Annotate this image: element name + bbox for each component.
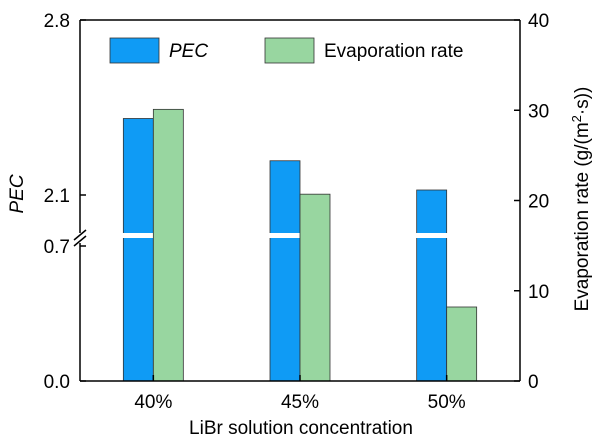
left-tick-label: 0.7 xyxy=(44,237,70,258)
bar-pec-50 xyxy=(416,189,448,382)
right-tick-label: 30 xyxy=(528,101,549,122)
right-axis-ticks: 0 10 20 30 40 xyxy=(514,11,549,393)
left-tick-label: 2.8 xyxy=(44,11,70,32)
right-tick-label: 10 xyxy=(528,282,549,303)
axis-break-mark xyxy=(73,229,87,241)
right-axis-title-tail: ·s)) xyxy=(572,87,593,115)
legend-swatch-pec xyxy=(109,37,160,64)
bar-evaporation-rate-50 xyxy=(446,306,478,382)
bar-pec-40 xyxy=(122,118,154,382)
x-axis-title: LiBr solution concentration xyxy=(189,418,413,439)
right-tick-label: 20 xyxy=(528,192,549,213)
left-tick-label: 2.1 xyxy=(44,186,70,207)
left-tick-label: 0.0 xyxy=(44,372,70,393)
legend-label-evaporation-rate: Evaporation rate xyxy=(324,41,463,62)
right-axis-title: Evaporation rate (g/(m2·s)) xyxy=(569,87,593,312)
right-tick-label: 40 xyxy=(528,11,549,32)
x-tick-label: 50% xyxy=(428,392,466,413)
bar-pec-45 xyxy=(269,160,301,382)
legend: PEC Evaporation rate xyxy=(109,37,463,64)
bar-break-gap xyxy=(122,233,155,238)
right-tick-label: 0 xyxy=(528,372,539,393)
legend-label-pec: PEC xyxy=(169,41,208,62)
bar-break-gap xyxy=(269,233,301,238)
bars-group xyxy=(122,108,478,382)
legend-swatch-evaporation-rate xyxy=(264,37,315,64)
x-axis-ticks: 40% 45% 50% xyxy=(134,375,466,413)
x-tick-label: 45% xyxy=(281,392,319,413)
left-axis-ticks: 0.0 0.7 2.1 2.8 xyxy=(44,11,86,393)
bar-evaporation-rate-45 xyxy=(299,193,331,382)
x-tick-label: 40% xyxy=(134,392,172,413)
bar-break-gap xyxy=(415,233,448,238)
right-axis-title-superscript: 2 xyxy=(569,115,584,122)
axis-break-mark xyxy=(73,235,87,247)
bar-evaporation-rate-40 xyxy=(152,108,184,382)
left-axis-title: PEC xyxy=(7,174,28,213)
right-axis-title-main: Evaporation rate (g/(m xyxy=(572,122,593,311)
